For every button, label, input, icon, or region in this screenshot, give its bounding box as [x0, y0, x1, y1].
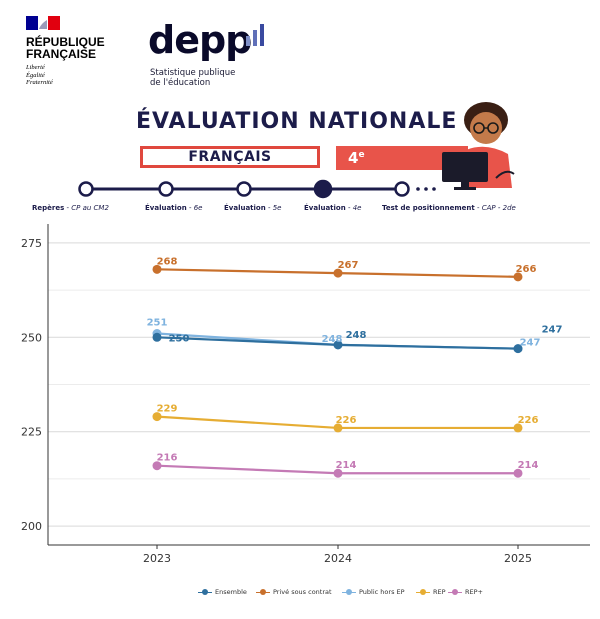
timeline-ellipsis: [416, 187, 420, 191]
timeline-track: [78, 179, 436, 199]
x-tick-label: 2024: [324, 552, 352, 565]
data-point-rep: [333, 423, 343, 433]
data-label-rep: 216: [157, 453, 178, 464]
legend-label: REP+: [465, 588, 483, 596]
legend-marker-icon: [342, 589, 356, 595]
subject-label: FRANÇAIS: [188, 149, 272, 165]
grade-label: 4e: [348, 149, 365, 167]
data-label-public-hors-ep: 248: [322, 334, 343, 345]
data-label-public-hors-ep: 247: [520, 338, 541, 349]
data-label-ensemble: 247: [542, 325, 563, 336]
student-at-computer-illustration: [442, 102, 515, 190]
evaluation-title: ÉVALUATION NATIONALE: [136, 109, 458, 134]
legend-marker-icon: [416, 589, 430, 595]
data-label-rep: 214: [518, 460, 539, 471]
data-point-rep: [513, 423, 523, 433]
data-point-rep: [513, 468, 523, 478]
legend-label: Ensemble: [215, 588, 247, 596]
y-tick-label: 225: [21, 426, 42, 439]
legend-marker-icon: [256, 589, 270, 595]
data-label-ensemble: 250: [169, 333, 190, 344]
legend-item: Ensemble: [198, 588, 247, 596]
data-label-rep: 229: [157, 404, 178, 415]
timeline-label-reperes: Repères - CP au CM2: [32, 204, 109, 212]
timeline-label-4e: Évaluation - 4e: [304, 204, 362, 212]
timeline-step-dot-active: [313, 179, 333, 199]
data-point-prive-sous-contrat: [333, 268, 343, 278]
timeline-label-positionnement: Test de positionnement - CAP - 2de: [382, 204, 516, 212]
legend-item: Privé sous contrat: [256, 588, 332, 596]
marianne-flag-icon: [26, 16, 60, 30]
timeline-step-dot: [158, 181, 174, 197]
evaluation-timeline: Repères - CP au CM2 Évaluation - 6e Éval…: [0, 178, 600, 218]
data-label-rep: 226: [336, 415, 357, 426]
legend-marker-icon: [198, 589, 212, 595]
timeline-label-5e: Évaluation - 5e: [224, 204, 282, 212]
republic-motto: Liberté Égalité Fraternité: [26, 64, 53, 86]
data-point-prive-sous-contrat: [513, 272, 523, 282]
legend-label: Privé sous contrat: [273, 588, 332, 596]
y-tick-label: 200: [21, 520, 42, 533]
subject-box: FRANÇAIS: [140, 146, 320, 168]
legend-label: Public hors EP: [359, 588, 405, 596]
timeline-step-dot: [236, 181, 252, 197]
data-label-ensemble: 248: [346, 330, 367, 341]
x-tick-label: 2023: [143, 552, 171, 565]
legend-item: Public hors EP: [342, 588, 405, 596]
data-point-rep: [152, 461, 162, 471]
republique-francaise-name: RÉPUBLIQUE FRANÇAISE: [26, 35, 105, 61]
depp-bars-icon: [246, 24, 264, 46]
data-label-rep: 214: [336, 460, 357, 471]
chart-legend: Ensemble Privé sous contrat Public hors EP…: [0, 588, 600, 604]
data-point-prive-sous-contrat: [152, 264, 162, 274]
data-point-ensemble: [152, 332, 162, 342]
legend-label: REP: [433, 588, 446, 596]
data-point-ensemble: [333, 340, 343, 350]
y-tick-label: 250: [21, 331, 42, 344]
legend-item: REP+: [448, 588, 483, 596]
legend-item: REP: [416, 588, 446, 596]
timeline-step-dot: [78, 181, 94, 197]
data-label-prive-sous-contrat: 266: [516, 264, 537, 275]
timeline-label-6e: Évaluation - 6e: [145, 204, 203, 212]
data-point-ensemble: [513, 344, 523, 354]
data-label-prive-sous-contrat: 267: [338, 260, 359, 271]
legend-marker-icon: [448, 589, 462, 595]
depp-wordmark: depp: [148, 18, 252, 62]
data-point-rep: [333, 468, 343, 478]
data-label-prive-sous-contrat: 268: [157, 256, 178, 267]
depp-subtitle: Statistique publique de l'éducation: [150, 68, 236, 88]
data-point-rep: [152, 412, 162, 422]
timeline-step-dot: [394, 181, 410, 197]
data-label-rep: 226: [518, 415, 539, 426]
data-label-public-hors-ep: 251: [147, 318, 168, 329]
y-tick-label: 275: [21, 237, 42, 250]
x-tick-label: 2025: [504, 552, 532, 565]
